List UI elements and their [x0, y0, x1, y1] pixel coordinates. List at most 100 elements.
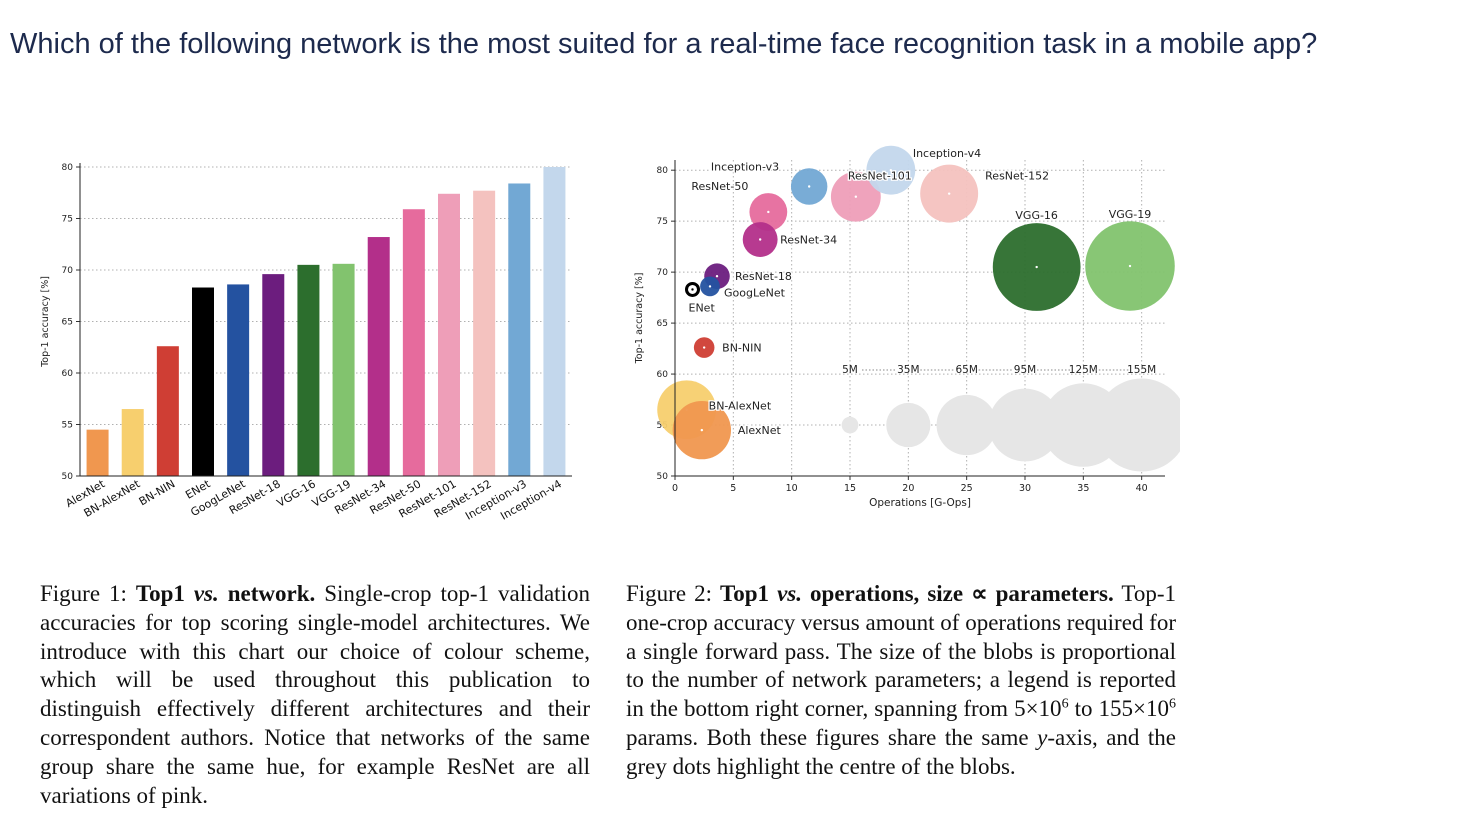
bar — [473, 190, 496, 476]
point-label: BN-AlexNet — [709, 400, 772, 413]
bar — [332, 263, 355, 476]
caption-vs: vs. — [777, 581, 803, 606]
figure-1-caption: Figure 1: Top1 vs. network. Single-crop … — [40, 580, 590, 810]
blob-centre — [715, 275, 719, 278]
point-label: GoogLeNet — [724, 286, 786, 299]
point-label: Inception-v3 — [711, 161, 779, 174]
bar — [297, 264, 320, 476]
size-legend-blob — [936, 394, 997, 456]
caption-lead: Figure 2: — [626, 581, 721, 606]
blob-centre — [1128, 264, 1132, 268]
size-legend-blob — [988, 388, 1062, 462]
point-label: ENet — [689, 301, 716, 314]
size-legend-blob — [841, 416, 859, 434]
bar — [438, 193, 460, 476]
bar — [156, 346, 179, 476]
blob-centre — [702, 346, 706, 349]
y-tick-label: 75 — [657, 217, 668, 227]
question-text: Which of the following network is the mo… — [10, 28, 1318, 60]
y-tick-label: 60 — [62, 369, 74, 379]
size-legend-label: 155M — [1127, 364, 1156, 376]
y-tick-label: 75 — [62, 215, 73, 225]
y-tick-label: 70 — [657, 268, 669, 278]
blob-centre — [691, 288, 694, 291]
blob-centre — [854, 195, 858, 198]
x-tick-label: 10 — [786, 483, 798, 494]
x-tick-label: 20 — [902, 483, 914, 494]
caption-heading: Top1 — [720, 581, 778, 606]
caption-exponent-2: 6 — [1168, 696, 1176, 712]
y-tick-label: 55 — [62, 421, 73, 431]
bar — [508, 183, 531, 477]
bar — [262, 274, 285, 476]
y-tick-label: 60 — [657, 370, 669, 380]
y-tick-label: 65 — [657, 319, 668, 329]
caption-body-1: Top-1 one-crop accuracy versus amount of… — [626, 581, 1176, 722]
y-tick-label: 80 — [657, 166, 669, 176]
size-legend-label: 65M — [955, 364, 977, 376]
bar — [86, 429, 109, 476]
point-label: AlexNet — [738, 424, 782, 437]
blob-centre — [708, 285, 712, 288]
caption-heading-2: network. — [218, 581, 316, 606]
point-label: ResNet-50 — [691, 180, 748, 193]
point-label: VGG-16 — [1015, 209, 1058, 222]
bar — [121, 409, 144, 476]
x-tick-label: 15 — [844, 483, 856, 494]
size-legend-label: 35M — [897, 364, 919, 376]
caption-lead: Figure 1: — [40, 581, 136, 606]
caption-body: Single-crop top-1 validation accuracies … — [40, 581, 590, 808]
point-label: ResNet-34 — [780, 234, 837, 247]
point-label: ResNet-152 — [985, 170, 1049, 183]
x-tick-label: 25 — [961, 483, 973, 494]
bar — [192, 287, 214, 476]
y-axis-label: Top-1 accuracy [%] — [40, 276, 51, 368]
point-label: ResNet-101 — [848, 170, 912, 183]
blob-centre — [758, 238, 762, 241]
point-label: ResNet-18 — [735, 270, 792, 283]
x-tick-label: 5 — [730, 483, 736, 494]
point-label: BN-NIN — [722, 342, 761, 355]
caption-vs: vs. — [193, 581, 219, 606]
point-label: Inception-v4 — [913, 147, 981, 160]
caption-body-4: -axis, and the grey dots highlight the c… — [626, 724, 1176, 779]
caption-heading-2: operations, size ∝ parameters. — [802, 581, 1114, 606]
caption-body-2: to 155×10 — [1068, 696, 1169, 722]
x-tick-label: 40 — [1136, 483, 1148, 494]
y-tick-label: 50 — [62, 472, 74, 482]
caption-body-3: params. Both these figures share the sam… — [626, 724, 1038, 750]
bubble-chart-top1-vs-operations: 5055606570758005101520253035405M35M65M95… — [634, 145, 1180, 509]
bar — [227, 284, 250, 476]
y-tick-label: 50 — [657, 472, 669, 482]
size-legend-label: 125M — [1069, 364, 1098, 376]
blob-centre — [1035, 265, 1038, 269]
size-legend-label: 95M — [1014, 364, 1036, 376]
caption-heading: Top1 — [135, 581, 194, 606]
x-axis-label: Operations [G-Ops] — [869, 497, 971, 509]
bar — [367, 237, 390, 476]
y-tick-label: 80 — [62, 163, 74, 173]
point-label: VGG-19 — [1109, 208, 1152, 221]
blob-centre — [807, 185, 811, 188]
size-legend-blob — [886, 402, 931, 448]
blob-centre — [947, 192, 951, 195]
y-axis-label: Top-1 accuracy [%] — [634, 273, 645, 365]
x-tick-label: VGG-16 — [275, 477, 318, 510]
blob-centre — [889, 168, 893, 172]
y-tick-label: 70 — [62, 266, 74, 276]
x-tick-label: BN-NIN — [137, 477, 178, 508]
blob-centre — [700, 428, 704, 432]
x-tick-label: 30 — [1019, 483, 1031, 494]
bar — [402, 209, 425, 477]
bar — [543, 167, 566, 476]
caption-y-word: y — [1037, 724, 1048, 750]
x-tick-label: 35 — [1077, 483, 1089, 494]
caption-exponent-1: 6 — [1061, 696, 1069, 712]
blob-centre — [767, 210, 770, 214]
figure-2-caption: Figure 2: Top1 vs. operations, size ∝ pa… — [626, 580, 1176, 782]
size-legend-label: 5M — [842, 364, 858, 376]
y-tick-label: 65 — [62, 318, 73, 328]
x-tick-label: 0 — [672, 483, 678, 494]
size-legend-blob — [1095, 378, 1180, 472]
